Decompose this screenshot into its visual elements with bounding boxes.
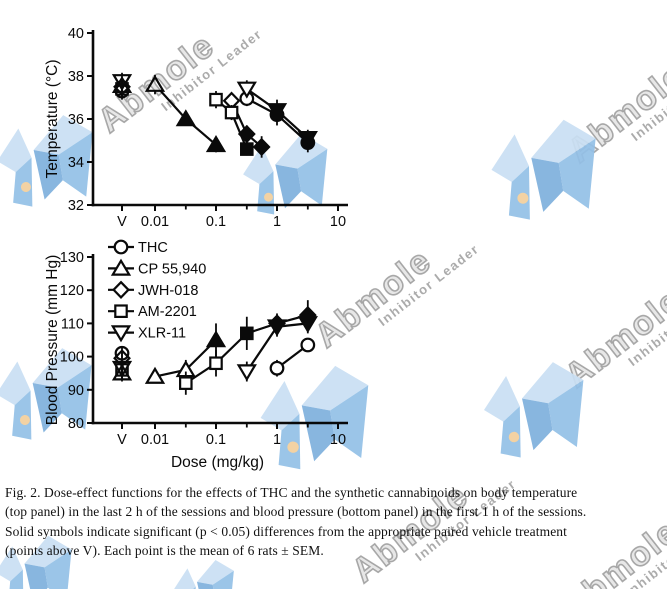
y-tick-label: 130 xyxy=(60,250,84,266)
x-tick-label-vehicle: V xyxy=(117,214,127,230)
point-AM-2201 xyxy=(209,356,223,371)
x-tick-label: 0.1 xyxy=(206,432,226,448)
point-XLR-11 xyxy=(266,319,288,337)
point-JWH-018 xyxy=(237,124,256,144)
legend-symbol-AM-2201 xyxy=(114,304,128,318)
y-tick-label: 100 xyxy=(60,350,84,366)
point-XLR-11 xyxy=(236,364,257,382)
point-XLR-11 xyxy=(236,81,257,99)
vehicle-point-XLR-11 xyxy=(111,360,133,378)
y-axis-title: Blood Pressure (mm Hg) xyxy=(44,255,61,426)
temperature-chart: 32 34 36 38 40 V 0.01 0.1 1 10 Temperature (°C) xyxy=(44,26,348,230)
caption-line-4: (points above V). Each point is the mean… xyxy=(5,543,324,559)
point-THC xyxy=(300,337,316,353)
legend-symbol-THC xyxy=(113,239,129,255)
point-CP 55,940 xyxy=(205,330,227,348)
y-tick-label: 38 xyxy=(68,69,84,85)
y-tick-label: 32 xyxy=(68,198,84,214)
vehicle-point-XLR-11 xyxy=(111,74,133,92)
point-CP 55,940 xyxy=(144,74,166,92)
x-tick-label: 0.1 xyxy=(206,214,226,230)
legend-symbol-CP 55,940 xyxy=(110,258,132,276)
figure-caption: Fig. 2. Dose-effect functions for the ef… xyxy=(5,483,662,561)
x-tick-label: 10 xyxy=(330,214,346,230)
point-AM-2201 xyxy=(240,326,254,341)
legend-label-CP 55,940: CP 55,940 xyxy=(138,261,206,277)
point-AM-2201 xyxy=(240,142,254,156)
legend-label-JWH-018: JWH-018 xyxy=(138,283,198,299)
point-CP 55,940 xyxy=(205,135,227,153)
x-axis-title: Dose (mg/kg) xyxy=(171,454,264,471)
y-tick-label: 120 xyxy=(60,283,84,299)
x-tick-label: 0.01 xyxy=(141,214,169,230)
point-CP 55,940 xyxy=(175,109,196,127)
point-AM-2201 xyxy=(209,92,223,107)
point-AM-2201 xyxy=(224,105,239,120)
x-tick-label: 1 xyxy=(273,432,281,448)
legend-label-THC: THC xyxy=(138,240,168,256)
x-tick-label-vehicle: V xyxy=(117,432,127,448)
point-AM-2201 xyxy=(179,376,193,390)
point-XLR-11 xyxy=(297,316,318,334)
point-CP 55,940 xyxy=(144,366,166,384)
x-tick-label: 10 xyxy=(330,432,346,448)
y-axis-title: Temperature (°C) xyxy=(44,59,61,178)
legend-symbol-JWH-018 xyxy=(112,280,130,299)
y-tick-label: 80 xyxy=(68,416,84,432)
point-THC xyxy=(269,360,285,376)
legend: THC CP 55,940 JWH-018 AM-2201 XLR-11 xyxy=(108,239,206,343)
legend-symbol-XLR-11 xyxy=(110,325,132,343)
caption-line-3: Solid symbols indicate significant (p < … xyxy=(5,523,567,539)
legend-label-XLR-11: XLR-11 xyxy=(138,326,186,342)
x-tick-label: 1 xyxy=(273,214,281,230)
point-XLR-11 xyxy=(266,103,288,121)
x-tick-label: 0.01 xyxy=(141,432,169,448)
y-tick-label: 110 xyxy=(61,316,84,332)
y-tick-label: 40 xyxy=(68,26,84,42)
y-tick-label: 34 xyxy=(68,155,84,171)
caption-line-2: (top panel) in the last 2 h of the sessi… xyxy=(5,504,587,520)
caption-line-1: Fig. 2. Dose-effect functions for the ef… xyxy=(5,485,578,500)
legend-label-AM-2201: AM-2201 xyxy=(138,304,197,320)
y-tick-label: 90 xyxy=(68,383,84,399)
y-tick-label: 36 xyxy=(68,112,84,128)
